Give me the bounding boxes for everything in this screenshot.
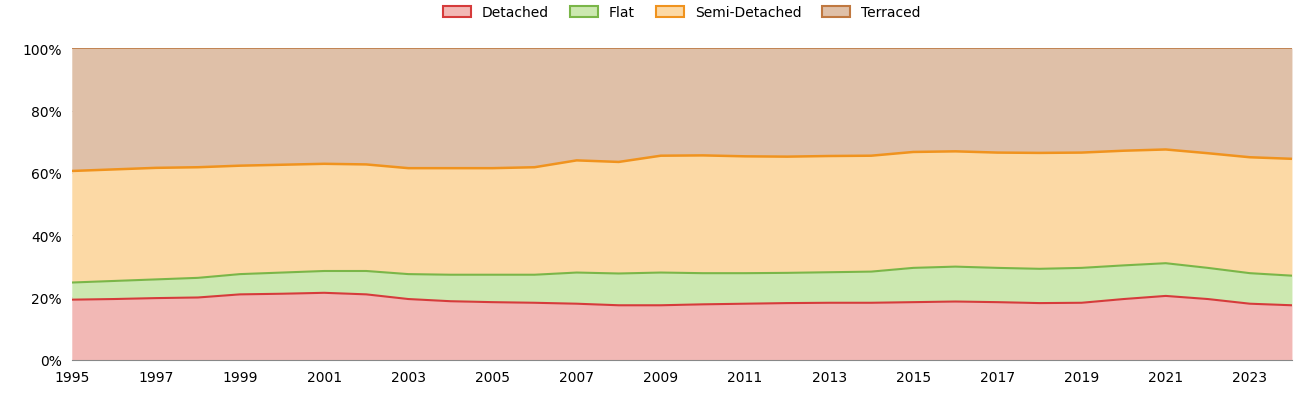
Legend: Detached, Flat, Semi-Detached, Terraced: Detached, Flat, Semi-Detached, Terraced bbox=[444, 6, 920, 20]
